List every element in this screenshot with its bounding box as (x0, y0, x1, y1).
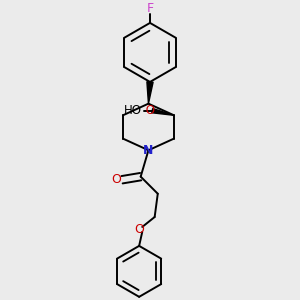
Polygon shape (147, 82, 153, 104)
Polygon shape (152, 109, 174, 115)
Text: O: O (134, 223, 144, 236)
Text: N: N (143, 144, 154, 158)
Text: O: O (142, 104, 155, 117)
Text: HO: HO (124, 104, 142, 117)
Text: O: O (112, 173, 122, 186)
Text: F: F (146, 2, 154, 15)
